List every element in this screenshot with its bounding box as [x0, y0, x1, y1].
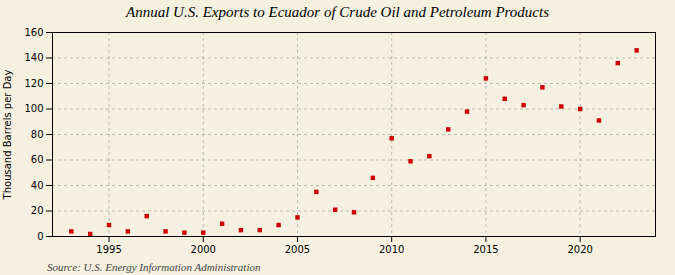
svg-text:2005: 2005	[285, 244, 310, 255]
svg-text:2010: 2010	[379, 244, 404, 255]
svg-text:1995: 1995	[96, 244, 121, 255]
svg-text:40: 40	[31, 180, 44, 191]
svg-text:2015: 2015	[473, 244, 498, 255]
svg-text:60: 60	[31, 154, 44, 165]
svg-text:20: 20	[31, 205, 44, 216]
svg-text:2020: 2020	[567, 244, 592, 255]
svg-text:0: 0	[37, 231, 43, 242]
svg-text:80: 80	[31, 129, 44, 140]
html-text:Source: U.S. Energy Informatio: Source: U.S. Energy Information Administ…	[47, 261, 261, 273]
svg-text:100: 100	[24, 103, 43, 114]
svg-text:Thousand Barrels per Day: Thousand Barrels per Day	[2, 70, 13, 201]
html-text:Annual U.S. Exports to Ecuador: Annual U.S. Exports to Ecuador of Crude …	[126, 4, 549, 20]
svg-text:120: 120	[24, 78, 43, 89]
svg-text:2000: 2000	[191, 244, 216, 255]
svg-text:160: 160	[24, 27, 43, 38]
svg-text:140: 140	[24, 52, 43, 63]
